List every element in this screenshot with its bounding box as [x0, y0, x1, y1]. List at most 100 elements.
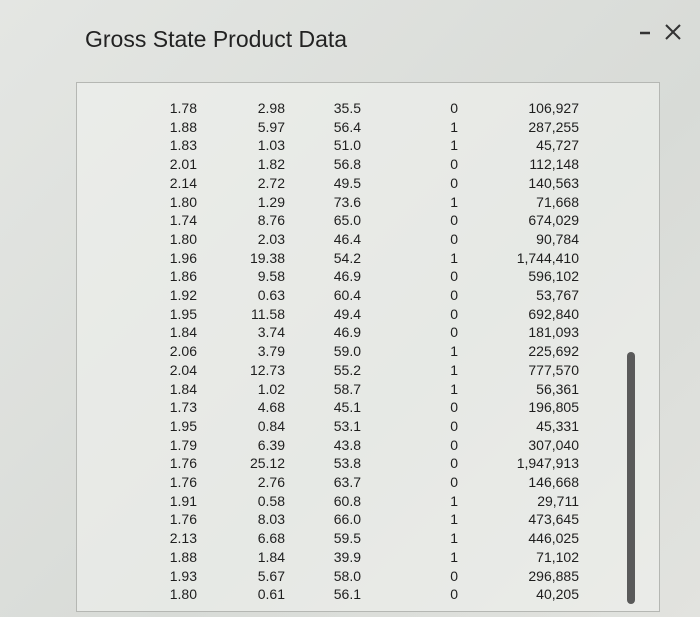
- table-cell: 0: [450, 567, 458, 584]
- table-cell: 1: [450, 530, 458, 547]
- table-cell: 46.4: [333, 230, 361, 247]
- table-cell: 1.93: [169, 567, 197, 584]
- table-cell: 45.1: [333, 399, 361, 416]
- table-cell: 1,947,913: [516, 455, 579, 472]
- table-cell: 1,744,410: [516, 249, 579, 266]
- table-cell: 54.2: [333, 249, 361, 266]
- table-cell: 1: [450, 249, 458, 266]
- table-cell: 65.0: [333, 212, 361, 229]
- table-cell: 1.73: [169, 399, 197, 416]
- table-cell: 49.5: [333, 174, 361, 191]
- table-cell: 0.84: [257, 417, 285, 434]
- table-cell: 2.03: [257, 230, 285, 247]
- table-cell: 1.29: [257, 193, 285, 210]
- table-cell: 0.58: [257, 492, 285, 509]
- table-cell: 40,205: [536, 586, 579, 603]
- table-cell: 225,692: [528, 343, 579, 360]
- table-cell: 60.8: [333, 492, 361, 509]
- table-cell: 56.4: [333, 118, 361, 135]
- table-cell: 0: [450, 586, 458, 603]
- table-cell: 1.80: [169, 193, 197, 210]
- table-cell: 0: [450, 230, 458, 247]
- table-cell: 1.79: [169, 436, 197, 453]
- table-cell: 2.04: [169, 361, 197, 378]
- table-cell: 446,025: [528, 530, 579, 547]
- scrollbar[interactable]: [627, 352, 635, 604]
- table-cell: 90,784: [536, 230, 579, 247]
- table-cell: 674,029: [528, 212, 579, 229]
- table-cell: 5.97: [257, 118, 285, 135]
- table-cell: 29,711: [537, 492, 579, 509]
- table-cell: 112,148: [529, 156, 579, 173]
- table-cell: 0.61: [257, 586, 285, 603]
- table-cell: 2.06: [169, 343, 197, 360]
- table-cell: 11.58: [251, 305, 285, 322]
- table-cell: 0: [450, 156, 458, 173]
- table-cell: 63.7: [333, 474, 361, 490]
- table-cell: 12.73: [249, 361, 285, 378]
- table-cell: 1.91: [169, 492, 197, 509]
- table-cell: 53,767: [536, 287, 579, 303]
- table-cell: 5.67: [257, 567, 285, 584]
- table-cell: 4.68: [257, 399, 285, 416]
- table-cell: 106,927: [528, 100, 579, 116]
- table-cell: 55.2: [333, 361, 361, 378]
- table-cell: 1.80: [169, 586, 197, 603]
- table-cell: 19.38: [249, 249, 285, 266]
- table-cell: 1.76: [169, 511, 197, 528]
- table-cell: 1.84: [169, 380, 197, 397]
- table-cell: 777,570: [528, 361, 579, 378]
- table-cell: 56,361: [536, 380, 579, 397]
- table-cell: 1.95: [169, 305, 197, 322]
- table-cell: 1.95: [169, 417, 197, 434]
- table-cell: 1.80: [169, 230, 197, 247]
- table-cell: 0.63: [257, 287, 285, 303]
- data-table: 1.78 2.98 35.5 0 106,927 1.88 5.97 56.4 1 287,255…: [76, 82, 660, 612]
- table-cell: 307,040: [528, 436, 579, 453]
- table-cell: 1: [450, 492, 458, 509]
- table-cell: 1.83: [169, 137, 197, 154]
- table-cell: 39.9: [333, 548, 361, 565]
- window-controls[interactable]: [636, 20, 686, 46]
- table-cell: 0: [450, 100, 458, 116]
- table-cell: 0: [450, 305, 458, 322]
- table-cell: 1: [450, 193, 458, 210]
- table-cell: 56.1: [333, 586, 361, 603]
- table-cell: 43.8: [333, 436, 361, 453]
- table-cell: 8.76: [257, 212, 285, 229]
- table-cell: 51.0: [333, 137, 361, 154]
- table-cell: 8.03: [257, 511, 285, 528]
- table-cell: 2.01: [169, 156, 197, 173]
- table-cell: 1: [450, 548, 458, 565]
- table-cell: 1.84: [257, 548, 285, 565]
- table-cell: 53.8: [333, 455, 361, 472]
- table-cell: 45,331: [536, 417, 579, 434]
- table-cell: 2.14: [169, 174, 197, 191]
- table-cell: 60.4: [333, 287, 361, 303]
- table-cell: 1.78: [169, 100, 197, 116]
- table-cell: 196,805: [528, 399, 579, 416]
- table-cell: 1.02: [257, 380, 285, 397]
- table-cell: 2.13: [169, 530, 197, 547]
- table-cell: 146,668: [528, 474, 579, 490]
- table-cell: 49.4: [333, 305, 361, 322]
- table-cell: 59.5: [333, 530, 361, 547]
- table-cell: 140,563: [528, 174, 579, 191]
- table-cell: 596,102: [528, 268, 579, 285]
- table-cell: 58.7: [333, 380, 361, 397]
- table-cell: 1.76: [169, 474, 197, 490]
- table-cell: 1: [450, 343, 458, 360]
- table-cell: 1.76: [169, 455, 197, 472]
- table-cell: 6.39: [257, 436, 285, 453]
- table-cell: 1.86: [169, 268, 197, 285]
- table-cell: 45,727: [536, 137, 579, 154]
- table-cell: 46.9: [333, 268, 361, 285]
- table-cell: 0: [450, 287, 458, 303]
- table-cell: 1: [450, 511, 458, 528]
- close-button[interactable]: [665, 24, 681, 40]
- table-cell: 1.88: [169, 548, 197, 565]
- table-cell: 25.12: [249, 455, 285, 472]
- table-cell: 71,668: [536, 193, 579, 210]
- table-cell: 181,093: [528, 324, 579, 341]
